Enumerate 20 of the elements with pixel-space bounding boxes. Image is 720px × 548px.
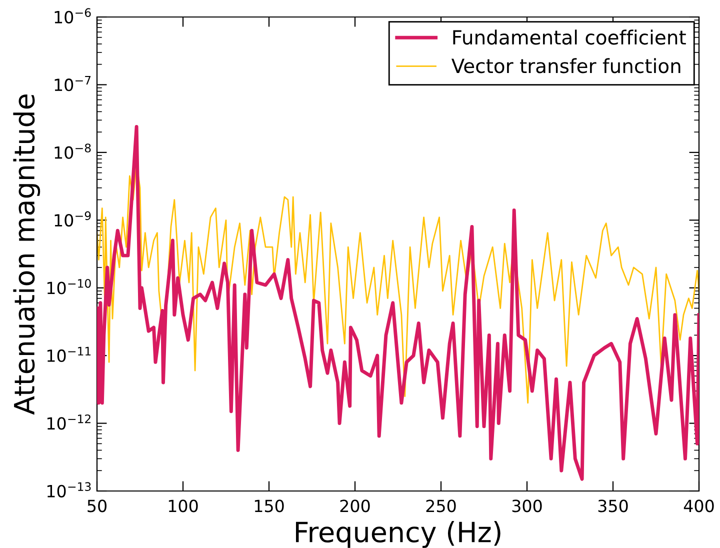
legend-label: Vector transfer function — [451, 58, 680, 74]
y-tick-label: 10$^{−12}$ — [47, 414, 90, 430]
y-tick-label: 10$^{−7}$ — [54, 76, 91, 92]
y-tick-label: 10$^{−6}$ — [54, 8, 91, 24]
x-tick-label: 150 — [254, 500, 284, 512]
x-tick-label: 50 — [88, 500, 106, 512]
x-tick-label: 250 — [426, 500, 456, 512]
y-tick-label: 10$^{−13}$ — [47, 482, 91, 498]
y-tick-label: 10$^{−11}$ — [47, 346, 91, 362]
y-tick-label: 10$^{−8}$ — [54, 144, 91, 159]
x-tick-label: 350 — [598, 500, 628, 512]
legend-label: Fundamental coefficient — [453, 30, 686, 45]
y-axis-title: Attenuation magnitude — [13, 94, 40, 415]
x-axis-title: Frequency (Hz) — [296, 521, 500, 548]
x-tick-label: 200 — [340, 500, 370, 512]
x-tick-label: 400 — [684, 500, 714, 512]
y-tick-label: 10$^{−10}$ — [47, 279, 91, 294]
y-tick-label: 10$^{−9}$ — [54, 211, 91, 227]
x-tick-label: 100 — [168, 500, 198, 512]
x-tick-label: 300 — [512, 500, 542, 512]
